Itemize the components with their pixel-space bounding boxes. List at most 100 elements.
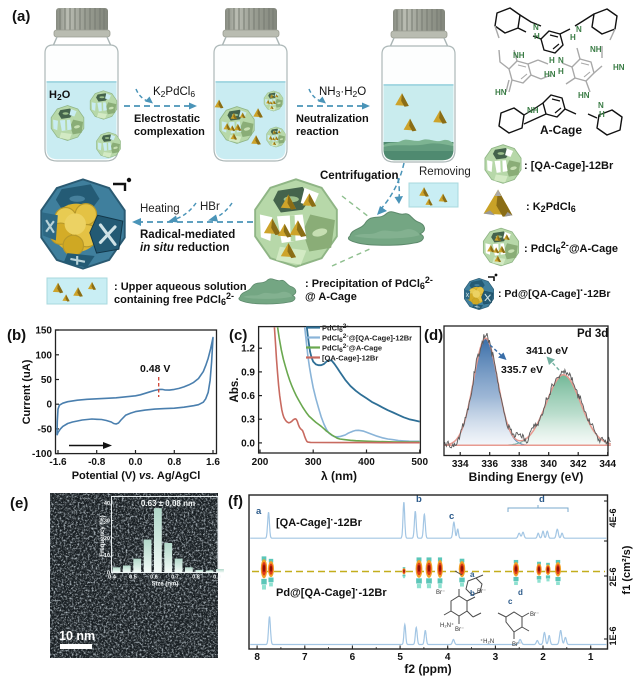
- svg-text:Br⁻: Br⁻: [455, 627, 464, 633]
- svg-text:PdCl62-@[QA-Cage]-12Br: PdCl62-@[QA-Cage]-12Br: [322, 333, 412, 344]
- svg-text:0.6: 0.6: [241, 391, 255, 402]
- svg-text:N: N: [598, 101, 604, 110]
- svg-text:complexation: complexation: [134, 126, 205, 138]
- svg-text:: K2PdCl6: : K2PdCl6: [526, 201, 576, 214]
- svg-text:N: N: [558, 56, 564, 65]
- svg-text:50: 50: [41, 375, 53, 386]
- svg-text:Br⁻: Br⁻: [530, 612, 539, 618]
- svg-text:PdCl62-@A-Cage: PdCl62-@A-Cage: [322, 343, 382, 354]
- svg-text:Br⁻: Br⁻: [477, 589, 486, 595]
- svg-text:reaction: reaction: [296, 126, 339, 138]
- svg-text:HN: HN: [495, 88, 507, 97]
- svg-text:H: H: [570, 33, 576, 42]
- svg-text:N: N: [533, 23, 539, 32]
- svg-text:-100: -100: [32, 449, 52, 460]
- svg-text:H: H: [549, 56, 555, 65]
- svg-text:1E-6: 1E-6: [608, 626, 618, 645]
- svg-text:150: 150: [35, 326, 52, 337]
- svg-text:Size (nm): Size (nm): [152, 582, 179, 588]
- svg-text:: Upper aqueous solution: : Upper aqueous solution: [114, 281, 247, 293]
- svg-text:c: c: [508, 597, 513, 606]
- svg-text:HN: HN: [544, 70, 556, 79]
- svg-text:200: 200: [252, 457, 269, 468]
- svg-text:340: 340: [540, 459, 557, 470]
- svg-text:Neutralization: Neutralization: [296, 113, 369, 125]
- svg-text:400: 400: [358, 457, 375, 468]
- svg-text:: Precipitation of PdCl62-: : Precipitation of PdCl62-: [305, 275, 433, 291]
- svg-text:Pd@[QA-Cage]·-12Br: Pd@[QA-Cage]·-12Br: [276, 585, 387, 599]
- svg-text:0.8: 0.8: [167, 457, 181, 468]
- svg-text:Abs.: Abs.: [229, 378, 241, 403]
- svg-text:in situ reduction: in situ reduction: [140, 242, 229, 254]
- svg-text:a: a: [256, 506, 262, 517]
- svg-text:8: 8: [254, 652, 260, 663]
- svg-text:Pd 3d: Pd 3d: [577, 328, 608, 340]
- svg-text:NH: NH: [590, 45, 602, 54]
- svg-text:338: 338: [511, 459, 528, 470]
- svg-text:2E-6: 2E-6: [608, 567, 618, 586]
- svg-text:335.7 eV: 335.7 eV: [501, 364, 543, 376]
- svg-text:0.9: 0.9: [213, 575, 221, 581]
- svg-text:HN: HN: [613, 63, 625, 72]
- svg-text:7: 7: [302, 652, 308, 663]
- svg-text:Current (uA): Current (uA): [21, 359, 33, 424]
- svg-text:Potential (V) vs. Ag/AgCl: Potential (V) vs. Ag/AgCl: [72, 470, 201, 482]
- svg-text:0.8: 0.8: [192, 575, 200, 581]
- svg-text:20: 20: [104, 536, 110, 542]
- svg-text:342: 342: [570, 459, 587, 470]
- svg-text:5: 5: [397, 652, 403, 663]
- svg-text:4E-6: 4E-6: [608, 508, 618, 527]
- svg-text:(d): (d): [424, 327, 443, 344]
- svg-text:Electrostatic: Electrostatic: [134, 113, 200, 125]
- svg-text:PdCl62-: PdCl62-: [322, 323, 349, 334]
- svg-text:Br⁻: Br⁻: [512, 642, 521, 648]
- svg-text:0.7: 0.7: [171, 575, 179, 581]
- svg-text:-0.8: -0.8: [88, 457, 106, 468]
- svg-text:40: 40: [104, 501, 110, 507]
- svg-text:100: 100: [35, 350, 52, 361]
- svg-text:1.2: 1.2: [241, 344, 255, 355]
- svg-text:0.48 V: 0.48 V: [140, 363, 170, 375]
- svg-text:: Pd@[QA-Cage]·-12Br: : Pd@[QA-Cage]·-12Br: [498, 285, 611, 300]
- svg-text:0.6: 0.6: [150, 575, 158, 581]
- svg-text:NH: NH: [527, 106, 539, 115]
- svg-text:341.0 eV: 341.0 eV: [526, 345, 568, 357]
- svg-text:HN: HN: [578, 91, 590, 100]
- svg-text:0.4: 0.4: [108, 575, 117, 581]
- svg-text:b: b: [416, 494, 422, 505]
- svg-text:0.63 ± 0.08 nm: 0.63 ± 0.08 nm: [141, 499, 195, 508]
- svg-text:@ A-Cage: @ A-Cage: [305, 291, 357, 303]
- svg-text:λ (nm): λ (nm): [321, 469, 357, 483]
- svg-text:f2 (ppm): f2 (ppm): [404, 662, 451, 676]
- svg-text:6: 6: [350, 652, 356, 663]
- svg-text:c: c: [449, 511, 454, 522]
- svg-text:: PdCl62-@A-Cage: : PdCl62-@A-Cage: [524, 240, 618, 256]
- svg-text:Radical-mediated: Radical-mediated: [140, 229, 235, 241]
- svg-text:: [QA-Cage]-12Br: : [QA-Cage]-12Br: [524, 160, 614, 172]
- svg-text:10 nm: 10 nm: [59, 629, 95, 643]
- svg-text:10: 10: [104, 553, 110, 559]
- svg-text:H2O: H2O: [49, 89, 71, 102]
- svg-text:3: 3: [493, 652, 499, 663]
- svg-text:a: a: [470, 570, 475, 579]
- svg-text:0: 0: [46, 400, 52, 411]
- svg-text:H: H: [558, 67, 564, 76]
- svg-text:H₂N⁺: H₂N⁺: [440, 622, 454, 629]
- svg-text:d: d: [518, 588, 523, 597]
- svg-text:2: 2: [540, 652, 546, 663]
- svg-text:containing free PdCl62-: containing free PdCl62-: [114, 291, 234, 307]
- svg-text:(e): (e): [10, 495, 28, 512]
- svg-text:(f): (f): [228, 493, 243, 510]
- svg-text:344: 344: [599, 459, 616, 470]
- svg-text:336: 336: [481, 459, 498, 470]
- svg-text:1: 1: [588, 652, 594, 663]
- svg-text:Heating: Heating: [140, 203, 180, 215]
- svg-text:0.9: 0.9: [241, 367, 255, 378]
- svg-text:HBr: HBr: [200, 201, 220, 213]
- svg-text:N: N: [576, 25, 582, 34]
- svg-text:[QA-Cage]-12Br: [QA-Cage]-12Br: [322, 354, 378, 363]
- svg-text:f1 (cm²/s): f1 (cm²/s): [621, 545, 633, 594]
- svg-text:⁺H₂N: ⁺H₂N: [480, 638, 494, 645]
- svg-text:(b): (b): [7, 327, 26, 344]
- svg-text:K2PdCl6: K2PdCl6: [153, 86, 195, 99]
